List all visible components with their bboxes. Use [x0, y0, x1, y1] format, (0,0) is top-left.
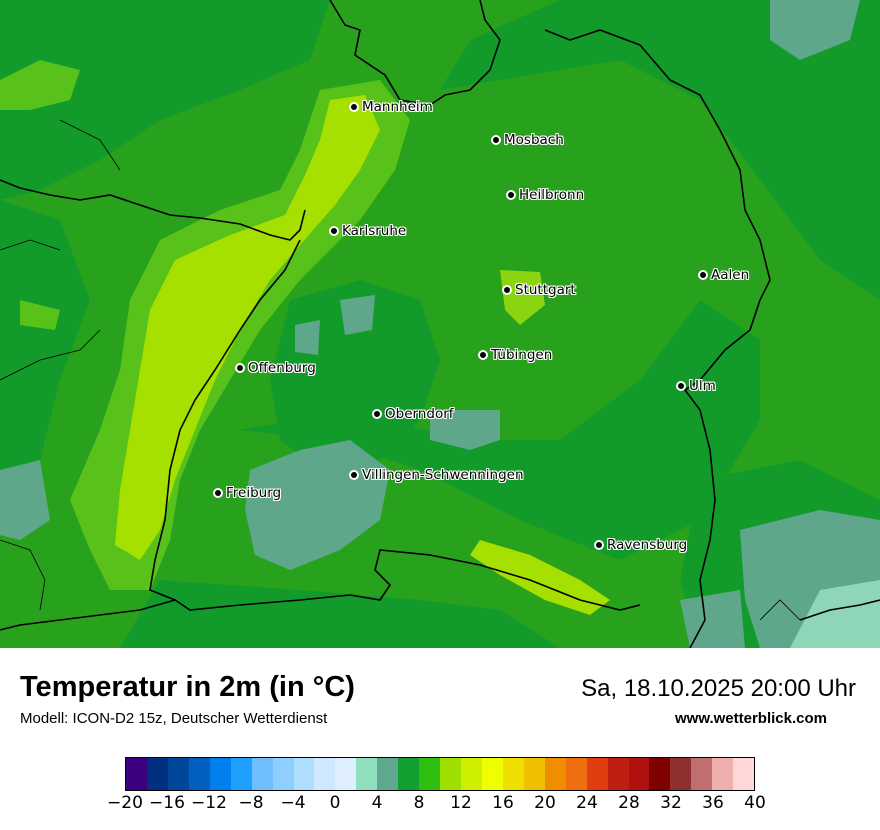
colorbar-segment [419, 758, 441, 790]
city-dot-icon [491, 135, 501, 145]
city-marker[interactable]: Mosbach [491, 132, 564, 148]
colorbar-tick-label: 36 [702, 793, 724, 813]
city-marker[interactable]: Karlsruhe [329, 223, 406, 239]
colorbar-segment [586, 758, 608, 790]
colorbar-tick-label: 16 [492, 793, 514, 813]
colorbar-tick-label: −8 [238, 793, 264, 813]
colorbar-segment [565, 758, 587, 790]
city-dot-icon [213, 488, 223, 498]
city-marker[interactable]: Ravensburg [594, 537, 687, 553]
city-marker[interactable]: Stuttgart [502, 282, 576, 298]
colorbar-tick-label: −4 [280, 793, 306, 813]
colorbar-ticks: −20 −16 −12 −8 −4 0 4 8 12 16 20 24 28 32 36 40 [0, 793, 880, 823]
city-marker[interactable]: Villingen-Schwenningen [349, 467, 524, 483]
colorbar-tick-label: 4 [371, 793, 383, 813]
colorbar-segment [251, 758, 273, 790]
website-link[interactable]: www.wetterblick.com [675, 710, 827, 727]
city-dot-icon [698, 270, 708, 280]
city-label: Freiburg [226, 485, 282, 501]
model-source: Modell: ICON-D2 15z, Deutscher Wetterdie… [20, 710, 328, 727]
city-dot-icon [478, 350, 488, 360]
colorbar-segment [126, 758, 147, 790]
city-dot-icon [372, 409, 382, 419]
colorbar-tick-label: 20 [534, 793, 556, 813]
colorbar-segment [188, 758, 210, 790]
colorbar-segment [293, 758, 315, 790]
colorbar-tick-label: 28 [618, 793, 640, 813]
city-label: Heilbronn [519, 187, 585, 203]
city-marker[interactable]: Freiburg [213, 485, 281, 501]
colorbar-tick-label: −20 [107, 793, 143, 813]
colorbar-segment [314, 758, 336, 790]
colorbar-segment [146, 758, 168, 790]
colorbar-segment [335, 758, 357, 790]
colorbar-segment [502, 758, 524, 790]
city-dot-icon [349, 102, 359, 112]
colorbar-segment [356, 758, 378, 790]
city-label: Aalen [711, 267, 750, 283]
colorbar-tick-label: 0 [329, 793, 341, 813]
city-label: Ravensburg [607, 537, 688, 553]
colorbar-tick-label: 8 [413, 793, 425, 813]
colorbar-segment [461, 758, 482, 790]
city-label: Villingen-Schwenningen [362, 467, 524, 483]
colorbar-segment [440, 758, 461, 790]
city-label: Tübingen [491, 347, 553, 363]
city-marker[interactable]: Offenburg [235, 360, 316, 376]
city-label: Offenburg [248, 360, 316, 376]
city-marker[interactable]: Mannheim [349, 99, 433, 115]
colorbar-tick-label: 40 [744, 793, 766, 813]
colorbar-segment [544, 758, 566, 790]
colorbar-segment [209, 758, 231, 790]
colorbar-segment [230, 758, 252, 790]
colorbar-segment [607, 758, 629, 790]
colorbar-segment [523, 758, 545, 790]
colorbar-segment [670, 758, 692, 790]
valid-datetime: Sa, 18.10.2025 20:00 Uhr [581, 675, 856, 702]
city-dot-icon [329, 226, 339, 236]
colorbar-segment [481, 758, 503, 790]
colorbar-segment [649, 758, 671, 790]
city-marker[interactable]: Tübingen [478, 347, 552, 363]
colorbar-tick-label: −12 [191, 793, 227, 813]
city-dot-icon [235, 363, 245, 373]
temperature-map: Mannheim Mosbach Heilbronn Karlsruhe Stu… [0, 0, 880, 648]
colorbar-segment [377, 758, 399, 790]
city-dot-icon [594, 540, 604, 550]
city-dot-icon [506, 190, 516, 200]
city-dot-icon [502, 285, 512, 295]
city-marker[interactable]: Oberndorf [372, 406, 454, 422]
colorbar-segment [691, 758, 713, 790]
city-label: Mosbach [504, 132, 564, 148]
city-dot-icon [676, 381, 686, 391]
map-title: Temperatur in 2m (in °C) [20, 671, 355, 703]
city-label: Oberndorf [385, 406, 454, 422]
colorbar-segment [398, 758, 420, 790]
colorbar-segment [167, 758, 189, 790]
city-label: Karlsruhe [342, 223, 407, 239]
city-label: Stuttgart [515, 282, 576, 298]
city-marker[interactable]: Heilbronn [506, 187, 584, 203]
colorbar-tick-label: −16 [149, 793, 185, 813]
city-marker[interactable]: Aalen [698, 267, 749, 283]
colorbar-tick-label: 12 [450, 793, 472, 813]
city-label: Mannheim [362, 99, 433, 115]
city-marker[interactable]: Ulm [676, 378, 716, 394]
city-dot-icon [349, 470, 359, 480]
map-field [0, 0, 880, 648]
city-label: Ulm [689, 378, 716, 394]
colorbar-segment [733, 758, 755, 790]
temperature-colorbar [125, 757, 755, 791]
colorbar-segment [628, 758, 650, 790]
colorbar-tick-label: 32 [660, 793, 682, 813]
colorbar-segment [272, 758, 294, 790]
colorbar-tick-label: 24 [576, 793, 598, 813]
colorbar-segment [712, 758, 734, 790]
map-footer: Temperatur in 2m (in °C) Modell: ICON-D2… [0, 648, 880, 830]
